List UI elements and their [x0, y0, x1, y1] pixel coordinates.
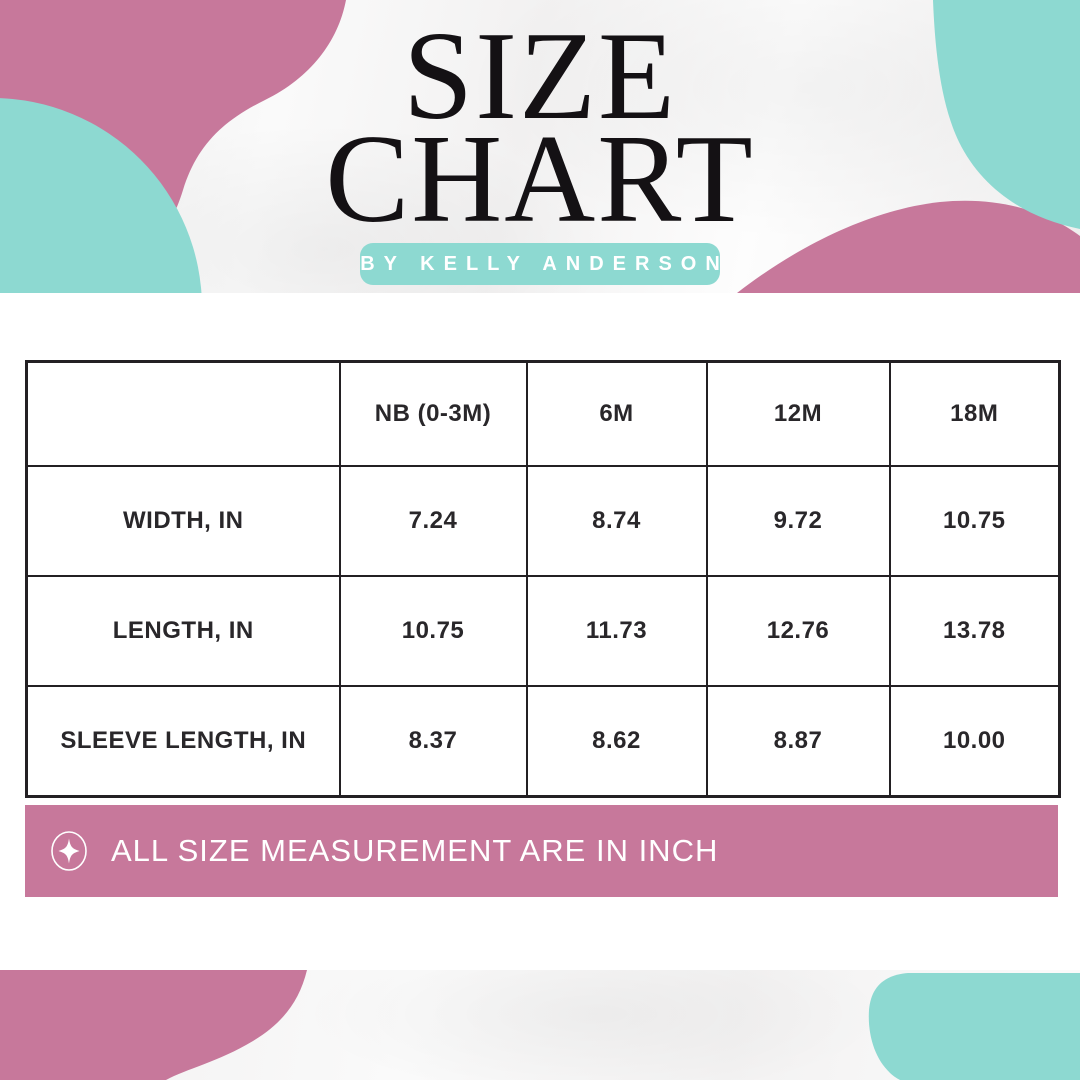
table-value-cell: 9.72 [705, 465, 891, 577]
table-value-cell: 10.75 [338, 575, 528, 687]
table-value-cell: 8.74 [525, 465, 708, 577]
note-banner: ALL SIZE MEASUREMENT ARE IN INCH [25, 805, 1058, 897]
table-row-label: SLEEVE LENGTH, IN [25, 685, 341, 798]
teal-blob-bottom-right [868, 973, 1080, 1080]
table-value-cell: 8.62 [525, 685, 708, 798]
table-row-label: WIDTH, IN [25, 465, 341, 577]
note-text: ALL SIZE MEASUREMENT ARE IN INCH [111, 833, 719, 868]
table-row: SLEEVE LENGTH, IN 8.37 8.62 8.87 10.00 [25, 685, 1061, 798]
title-line-size: SIZE [403, 7, 677, 146]
table-corner-cell [25, 360, 341, 467]
title-line-chart: CHART [325, 110, 755, 249]
pink-blob-bottom-left [0, 970, 307, 1080]
pink-blob-top-right [737, 200, 1080, 293]
size-table: NB (0-3M) 6M 12M 18M WIDTH, IN 7.24 8.74 9.72 10… [25, 360, 1061, 798]
table-value-cell: 8.87 [705, 685, 891, 798]
bottom-blobs [0, 970, 1080, 1080]
table-value-cell: 8.37 [338, 685, 528, 798]
table-row: LENGTH, IN 10.75 11.73 12.76 13.78 [25, 575, 1061, 687]
table-value-cell: 11.73 [525, 575, 708, 687]
table-row: WIDTH, IN 7.24 8.74 9.72 10.75 [25, 465, 1061, 577]
table-value-cell: 13.78 [888, 575, 1061, 687]
bottom-band [0, 970, 1080, 1080]
sparkle-icon [51, 831, 87, 871]
table-value-cell: 7.24 [338, 465, 528, 577]
table-column-header: 6M [525, 360, 708, 467]
header-blobs [0, 0, 1080, 293]
table-value-cell: 10.75 [888, 465, 1061, 577]
header-band: SIZE CHART BY KELLY ANDERSON [0, 0, 1080, 293]
teal-circle-top-left [0, 98, 202, 293]
byline-badge: BY KELLY ANDERSON [360, 243, 720, 285]
table-column-header: NB (0-3M) [338, 360, 528, 467]
table-value-cell: 12.76 [705, 575, 891, 687]
table-column-header: 18M [888, 360, 1061, 467]
teal-blob-top-right [933, 0, 1080, 229]
table-value-cell: 10.00 [888, 685, 1061, 798]
table-row-label: LENGTH, IN [25, 575, 341, 687]
table-header-row: NB (0-3M) 6M 12M 18M [25, 360, 1061, 467]
size-table-body: NB (0-3M) 6M 12M 18M WIDTH, IN 7.24 8.74 9.72 10… [25, 360, 1061, 798]
table-column-header: 12M [705, 360, 891, 467]
